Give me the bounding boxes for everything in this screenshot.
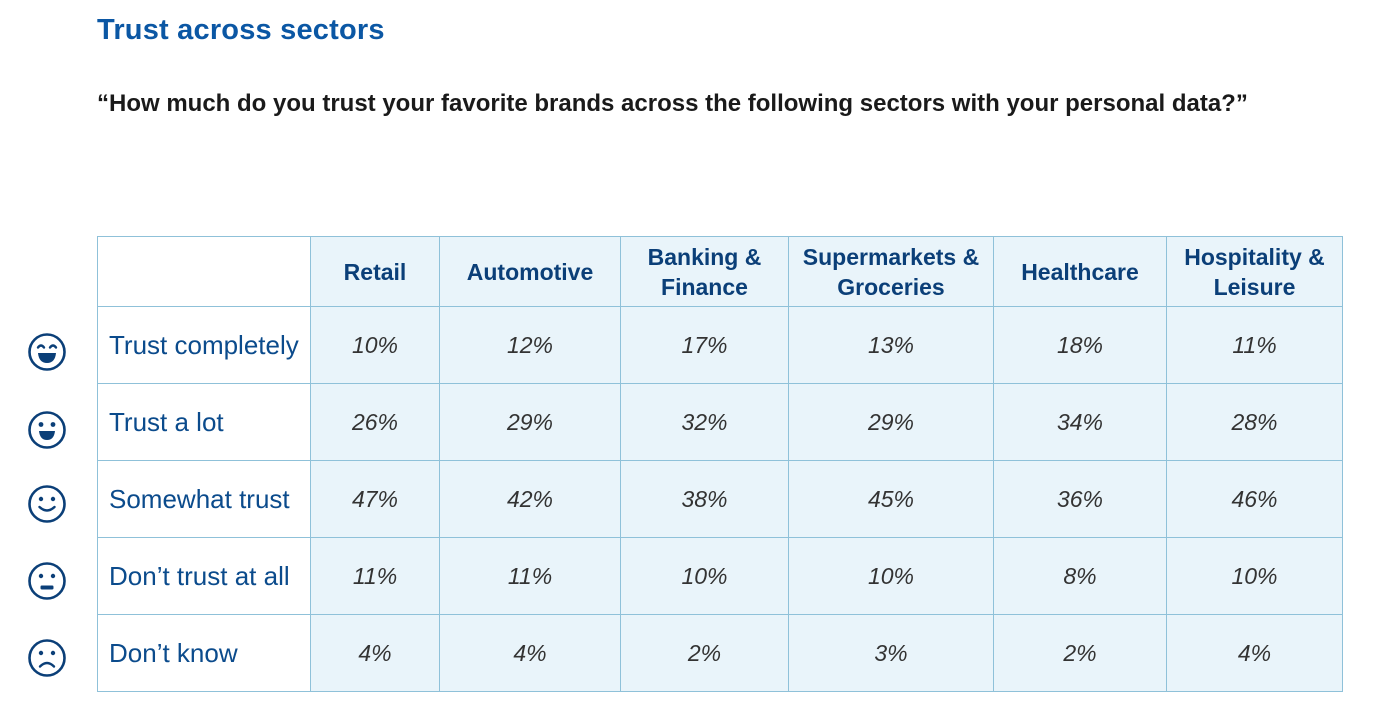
row-label: Don’t know: [97, 614, 311, 692]
value-cell: 29%: [439, 383, 621, 461]
sad-face-icon: [27, 638, 67, 678]
value-cell: 29%: [788, 383, 994, 461]
value-cell: 4%: [1166, 614, 1343, 692]
survey-question: “How much do you trust your favorite bra…: [97, 90, 1248, 117]
value-cell: 17%: [620, 306, 789, 384]
value-cell: 10%: [788, 537, 994, 615]
column-header-hospitality-leisure: Hospitality & Leisure: [1166, 236, 1343, 307]
page-title: Trust across sectors: [97, 14, 385, 46]
header-row: Retail Automotive Banking & Finance Supe…: [97, 236, 1343, 307]
row-somewhat-trust: Somewhat trust 47% 42% 38% 45% 36% 46%: [97, 460, 1343, 538]
header-corner-cell: [97, 236, 311, 307]
value-cell: 11%: [310, 537, 440, 615]
value-cell: 12%: [439, 306, 621, 384]
value-cell: 11%: [439, 537, 621, 615]
value-cell: 8%: [993, 537, 1167, 615]
column-header-supermarkets-groceries: Supermarkets & Groceries: [788, 236, 994, 307]
value-cell: 13%: [788, 306, 994, 384]
row-label: Trust completely: [97, 306, 311, 384]
value-cell: 28%: [1166, 383, 1343, 461]
value-cell: 18%: [993, 306, 1167, 384]
value-cell: 42%: [439, 460, 621, 538]
row-trust-completely: Trust completely 10% 12% 17% 13% 18% 11%: [97, 306, 1343, 384]
very-happy-face-icon: [27, 332, 67, 372]
value-cell: 3%: [788, 614, 994, 692]
value-cell: 10%: [1166, 537, 1343, 615]
value-cell: 34%: [993, 383, 1167, 461]
row-label: Don’t trust at all: [97, 537, 311, 615]
neutral-face-icon: [27, 561, 67, 601]
column-header-retail: Retail: [310, 236, 440, 307]
column-header-healthcare: Healthcare: [993, 236, 1167, 307]
value-cell: 2%: [993, 614, 1167, 692]
value-cell: 4%: [439, 614, 621, 692]
column-header-banking-finance: Banking & Finance: [620, 236, 789, 307]
value-cell: 47%: [310, 460, 440, 538]
value-cell: 26%: [310, 383, 440, 461]
value-cell: 38%: [620, 460, 789, 538]
value-cell: 2%: [620, 614, 789, 692]
trust-table: Retail Automotive Banking & Finance Supe…: [97, 236, 1343, 692]
value-cell: 36%: [993, 460, 1167, 538]
row-dont-trust-at-all: Don’t trust at all 11% 11% 10% 10% 8% 10…: [97, 537, 1343, 615]
value-cell: 45%: [788, 460, 994, 538]
value-cell: 10%: [620, 537, 789, 615]
row-dont-know: Don’t know 4% 4% 2% 3% 2% 4%: [97, 614, 1343, 692]
slight-smile-face-icon: [27, 484, 67, 524]
value-cell: 11%: [1166, 306, 1343, 384]
column-header-automotive: Automotive: [439, 236, 621, 307]
value-cell: 46%: [1166, 460, 1343, 538]
happy-face-icon: [27, 410, 67, 450]
row-trust-a-lot: Trust a lot 26% 29% 32% 29% 34% 28%: [97, 383, 1343, 461]
value-cell: 4%: [310, 614, 440, 692]
value-cell: 10%: [310, 306, 440, 384]
row-label: Somewhat trust: [97, 460, 311, 538]
row-label: Trust a lot: [97, 383, 311, 461]
value-cell: 32%: [620, 383, 789, 461]
